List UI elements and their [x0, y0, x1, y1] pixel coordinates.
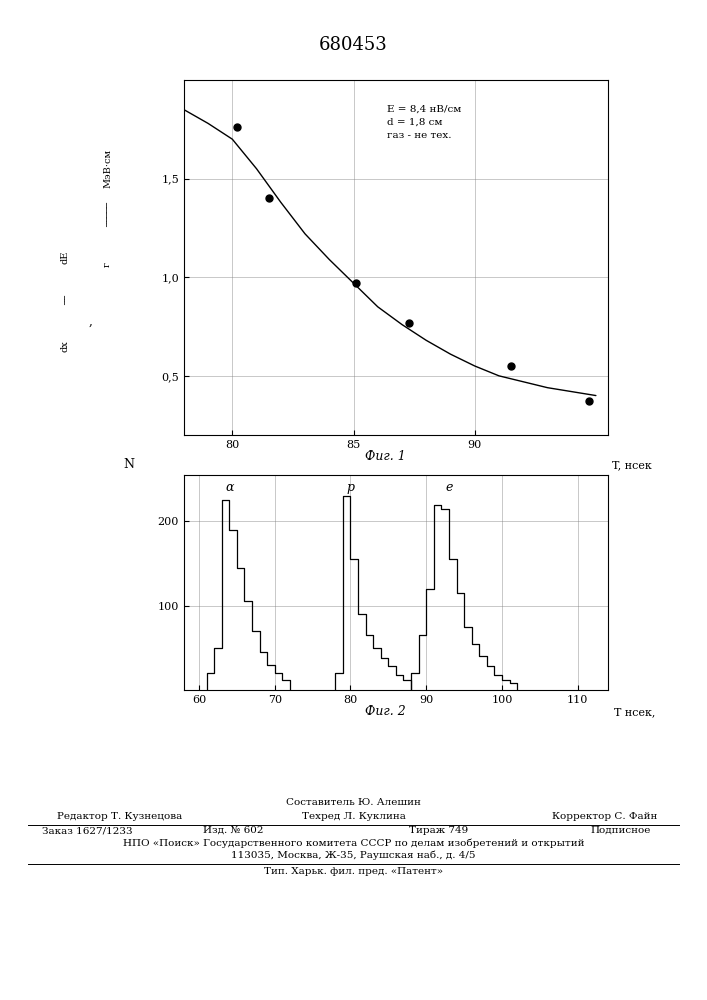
- Text: ──: ──: [61, 295, 69, 305]
- Text: ,: ,: [88, 315, 93, 328]
- Text: ─────: ─────: [103, 202, 112, 227]
- Text: dE: dE: [61, 251, 69, 264]
- Text: Составитель Ю. Алешин: Составитель Ю. Алешин: [286, 798, 421, 807]
- Text: г: г: [103, 262, 112, 267]
- Text: Изд. № 602: Изд. № 602: [203, 826, 264, 835]
- Text: T нсек,: T нсек,: [614, 707, 656, 717]
- Text: Фиг. 1: Фиг. 1: [365, 450, 406, 463]
- Text: p: p: [346, 481, 354, 494]
- Text: Техред Л. Куклина: Техред Л. Куклина: [302, 812, 405, 821]
- Text: 113035, Москва, Ж-35, Раушская наб., д. 4/5: 113035, Москва, Ж-35, Раушская наб., д. …: [231, 850, 476, 860]
- Text: Подписное: Подписное: [590, 826, 650, 835]
- Text: Редактор Т. Кузнецова: Редактор Т. Кузнецова: [57, 812, 182, 821]
- Text: N: N: [123, 458, 134, 471]
- Text: Заказ 1627/1233: Заказ 1627/1233: [42, 826, 133, 835]
- Text: МэВ·см: МэВ·см: [103, 149, 112, 188]
- Text: Корректор С. Файн: Корректор С. Файн: [552, 812, 658, 821]
- Text: e: e: [445, 481, 452, 494]
- Text: НПО «Поиск» Государственного комитета СССР по делам изобретений и открытий: НПО «Поиск» Государственного комитета СС…: [123, 838, 584, 848]
- Text: E = 8,4 нВ/см
d = 1,8 см
газ - не тех.: E = 8,4 нВ/см d = 1,8 см газ - не тех.: [387, 105, 462, 140]
- Text: Фиг. 2: Фиг. 2: [365, 705, 406, 718]
- Text: Тираж 749: Тираж 749: [409, 826, 468, 835]
- Text: 680453: 680453: [319, 36, 388, 54]
- Text: T, нсек: T, нсек: [612, 460, 652, 470]
- Text: Тип. Харьк. фил. пред. «Патент»: Тип. Харьк. фил. пред. «Патент»: [264, 867, 443, 876]
- Text: α: α: [225, 481, 233, 494]
- Text: dx: dx: [61, 340, 69, 352]
